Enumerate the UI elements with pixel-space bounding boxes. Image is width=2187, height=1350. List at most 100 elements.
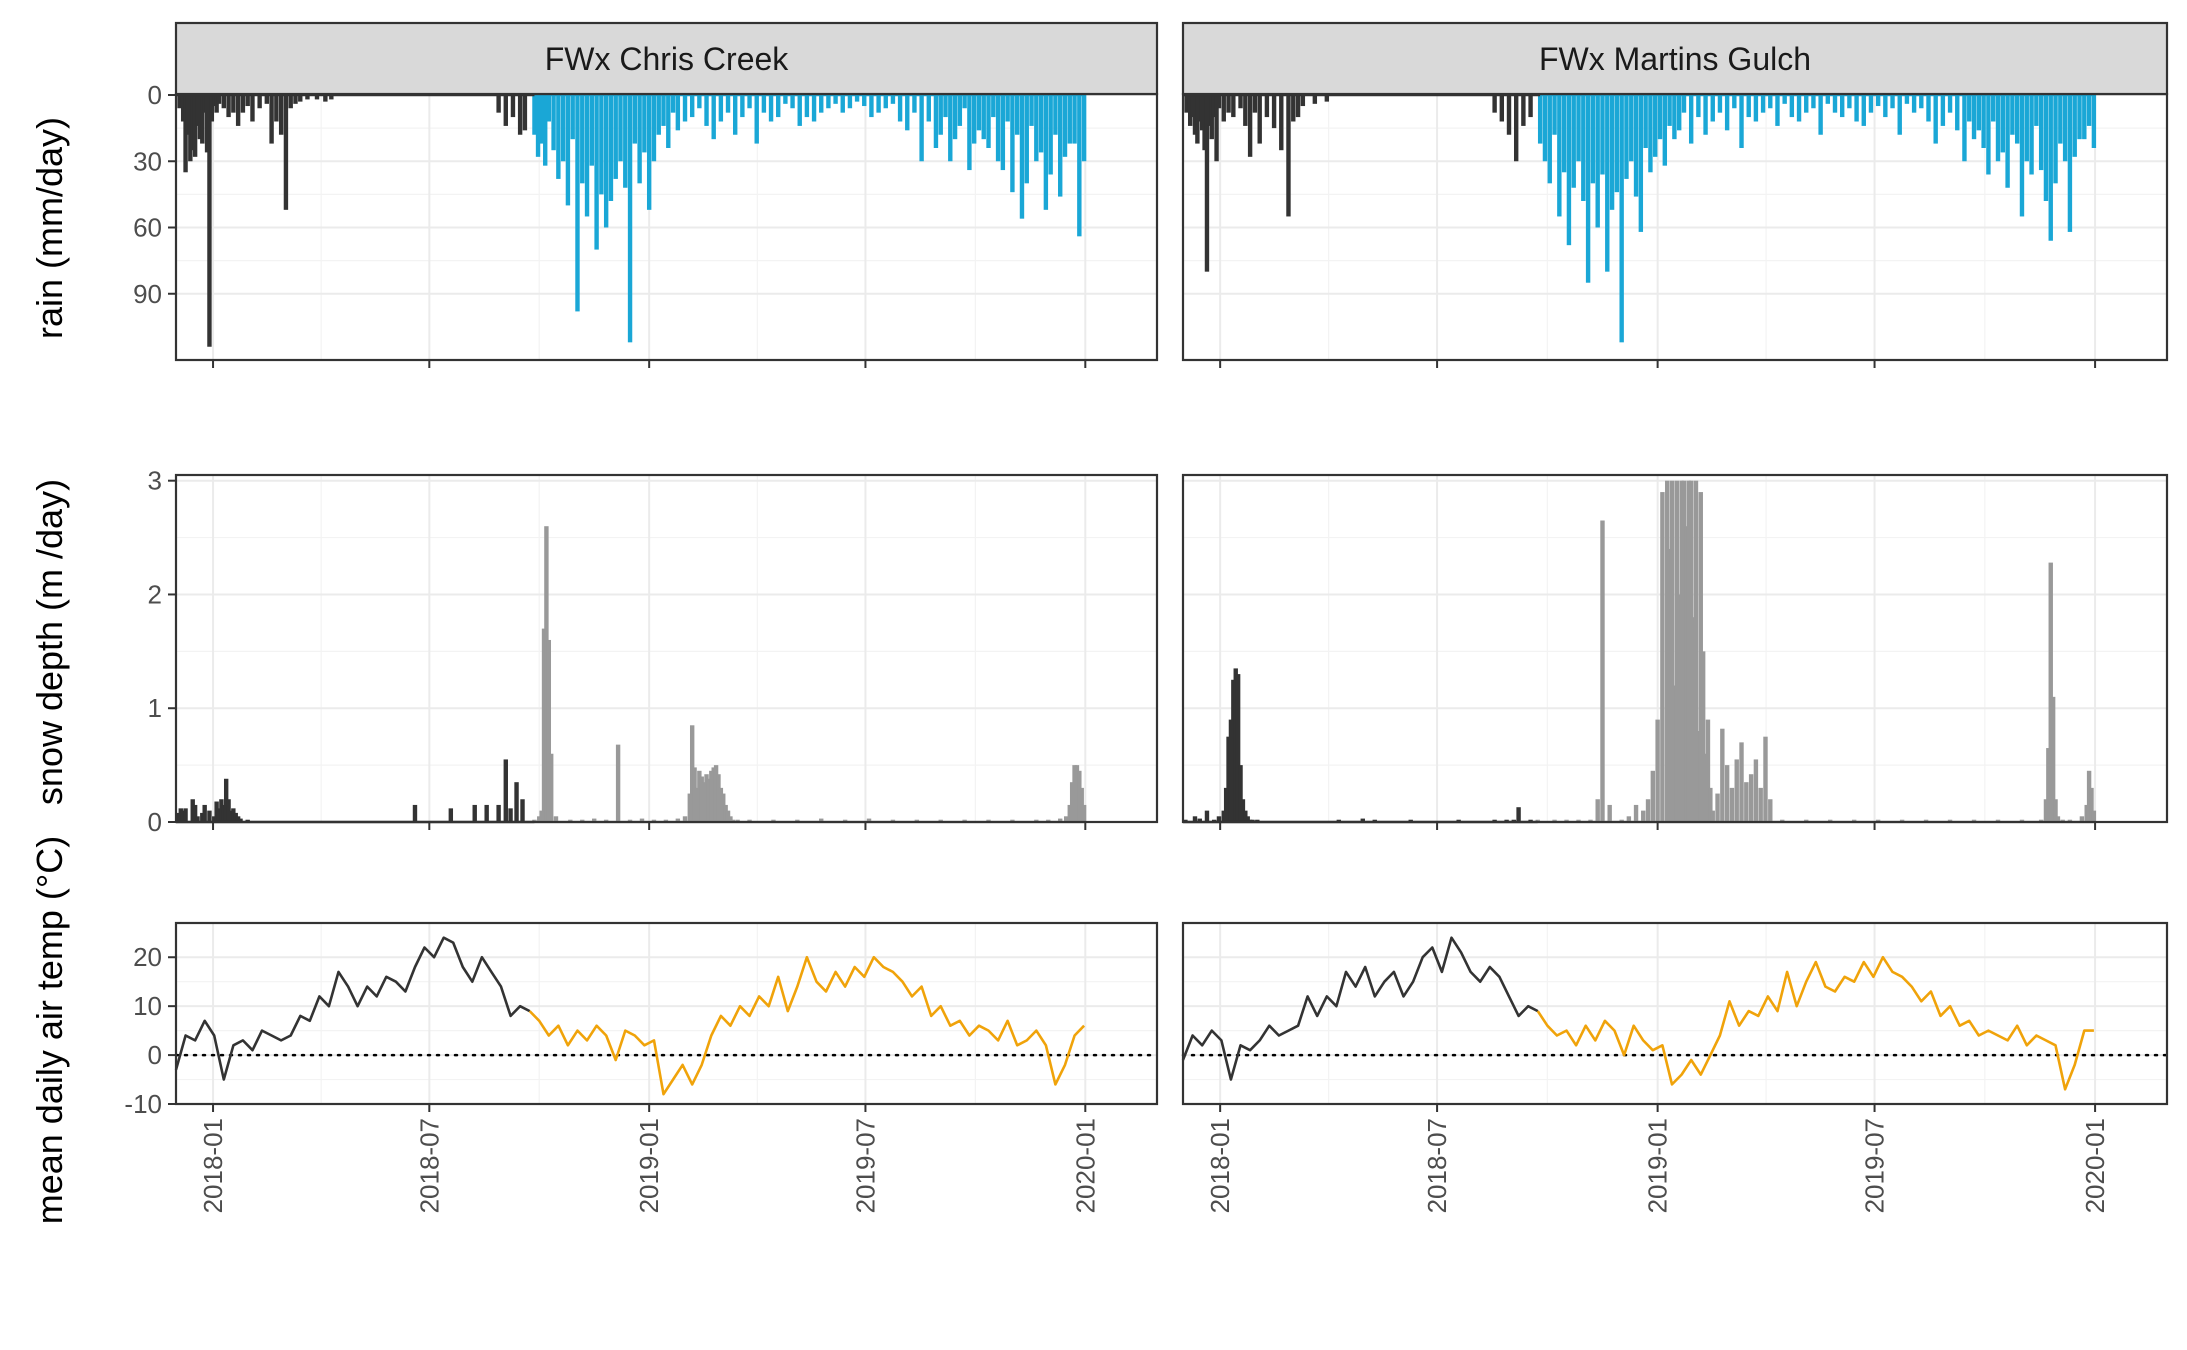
rain-chris-creek-observed-bar: [314, 95, 320, 100]
snow-chris-creek-modeled-bar: [639, 818, 645, 822]
snow-chris-creek-observed-bar: [207, 810, 212, 822]
snow-chris-creek-modeled-bar: [1081, 804, 1087, 822]
rain-martins-gulch-modeled-bar: [1986, 95, 1991, 175]
rain-chris-creek-modeled-bar: [689, 95, 695, 118]
rain-chris-creek-modeled-bar: [1019, 95, 1025, 219]
snow-martins-gulch-modeled-bar: [1669, 480, 1675, 822]
rain-chris-creek-observed-bar: [510, 95, 516, 118]
rain-martins-gulch-observed-bar: [1238, 95, 1243, 109]
snow-martins-gulch-observed-bar: [1238, 765, 1243, 822]
snow-martins-gulch-modeled-bar: [1645, 799, 1651, 822]
rain-chris-creek-modeled-bar: [711, 95, 716, 140]
rain-martins-gulch-modeled-bar: [1739, 95, 1744, 148]
rain-martins-gulch-observed-bar: [1286, 95, 1291, 217]
snow-y-tick-label: 1: [148, 693, 162, 723]
snow-chris-creek-modeled-bar: [1077, 770, 1082, 822]
snow-martins-gulch-modeled-bar: [1693, 480, 1699, 822]
snow-martins-gulch-modeled-bar: [1676, 594, 1682, 822]
rain-martins-gulch-modeled-bar: [2077, 95, 2082, 140]
snow-chris-creek-modeled-bar: [1072, 765, 1077, 822]
rain-chris-creek-modeled-bar: [560, 95, 566, 162]
snow-martins-gulch-modeled-bar: [1763, 736, 1768, 822]
snow-chris-creek-modeled-bar: [701, 782, 707, 822]
rain-martins-gulch-modeled-bar: [1861, 95, 1866, 126]
rain-chris-creek-modeled-bar: [613, 95, 618, 179]
rain-chris-creek-modeled-bar: [971, 95, 977, 144]
rain-chris-creek-modeled-bar: [535, 95, 541, 157]
snow-martins-gulch-modeled-bar: [1715, 793, 1720, 822]
rain-martins-gulch-modeled-bar: [1557, 95, 1562, 217]
snow-chris-creek-modeled-bar: [687, 793, 693, 822]
snow-martins-gulch-observed-bar: [1221, 810, 1226, 822]
snow-martins-gulch-modeled-bar: [1650, 770, 1656, 822]
rain-martins-gulch-modeled-bar: [1897, 95, 1902, 135]
rain-chris-creek-observed-bar: [207, 95, 212, 347]
rain-chris-creek-observed-bar: [221, 95, 226, 109]
rain-chris-creek-modeled-bar: [637, 95, 642, 184]
rain-chris-creek-modeled-bar: [776, 95, 781, 118]
rain-martins-gulch-modeled-bar: [1703, 95, 1708, 135]
snow-chris-creek-observed-bar: [200, 812, 205, 822]
snow-martins-gulch-modeled-bar: [1724, 765, 1730, 822]
rain-chris-creek-modeled-bar: [543, 95, 548, 166]
rain-chris-creek-modeled-bar: [847, 95, 853, 109]
snow-chris-creek-modeled-bar: [819, 818, 824, 822]
snow-martins-gulch-modeled-bar: [1691, 617, 1696, 822]
snow-y-tick-label: 2: [148, 579, 162, 609]
rain-martins-gulch-observed-bar: [1295, 95, 1301, 118]
rain-martins-gulch-observed-bar: [1221, 95, 1226, 122]
y-axis-title-temp: mean daily air temp (°C): [29, 836, 70, 1225]
rain-martins-gulch-observed-bar: [1291, 95, 1296, 122]
snow-martins-gulch-observed-bar: [1216, 816, 1222, 822]
snow-martins-gulch-modeled-bar: [1710, 810, 1715, 822]
rain-chris-creek-modeled-bar: [539, 95, 544, 144]
martins-gulch-x-tick-label: 2018-01: [1205, 1118, 1235, 1213]
snow-chris-creek-observed-bar: [214, 801, 219, 822]
rain-martins-gulch-modeled-bar: [1724, 95, 1730, 131]
rain-chris-creek-modeled-bar: [976, 95, 982, 131]
snow-martins-gulch-modeled-bar: [2048, 562, 2053, 822]
rain-martins-gulch-modeled-bar: [1890, 95, 1895, 109]
rain-chris-creek-observed-bar: [517, 95, 523, 135]
rain-chris-creek-modeled-bar: [733, 95, 738, 135]
snow-chris-creek-observed-bar: [484, 804, 489, 822]
rain-martins-gulch-observed-bar: [1513, 95, 1519, 162]
rain-chris-creek-modeled-bar: [957, 95, 963, 126]
snow-martins-gulch-observed-bar: [1226, 736, 1231, 822]
chris-creek-x-tick-label: 2018-07: [414, 1118, 444, 1213]
snow-chris-creek-observed-bar: [238, 818, 243, 822]
temp-chris-creek-observed-line: [174, 936, 531, 1081]
rain-chris-creek-observed-bar: [274, 95, 279, 122]
snow-martins-gulch-modeled-bar: [1665, 480, 1670, 822]
rain-chris-creek-modeled-bar: [833, 95, 838, 104]
rain-chris-creek-observed-bar: [496, 95, 501, 113]
snow-chris-creek-observed-bar: [514, 782, 519, 822]
rain-chris-creek-observed-bar: [283, 95, 289, 210]
rain-martins-gulch-modeled-bar: [1875, 95, 1881, 107]
snow-martins-gulch-modeled-bar: [1641, 810, 1646, 822]
rain-martins-gulch-modeled-bar: [1868, 95, 1874, 113]
rain-martins-gulch-modeled-bar: [1681, 95, 1687, 113]
snow-martins-gulch-modeled-bar: [1768, 799, 1773, 822]
snow-y-tick-label: 3: [148, 466, 162, 496]
snow-chris-creek-modeled-bar: [1058, 818, 1063, 822]
snow-chris-creek-modeled-bar: [866, 818, 872, 822]
rain-martins-gulch-modeled-bar: [1609, 95, 1615, 210]
rain-martins-gulch-modeled-bar: [1911, 95, 1917, 113]
rain-chris-creek-modeled-bar: [747, 95, 752, 109]
y-tick-labels: 0 30 60 90 0 1 2 3 20 10 0 -10: [124, 80, 162, 1119]
rain-martins-gulch-modeled-bar: [1940, 95, 1946, 126]
snow-chris-creek-modeled-bar: [721, 793, 726, 822]
rain-martins-gulch-modeled-bar: [1825, 95, 1831, 104]
rain-martins-gulch-modeled-bar: [2048, 95, 2053, 241]
rain-martins-gulch-modeled-bar: [1542, 95, 1548, 162]
rain-martins-gulch-modeled-bar: [1976, 95, 1982, 131]
rain-chris-creek-modeled-bar: [532, 95, 537, 135]
snow-martins-gulch-modeled-bar: [1698, 492, 1703, 822]
snow-chris-creek-modeled-bar: [537, 816, 542, 822]
rain-martins-gulch-modeled-bar: [1552, 95, 1557, 135]
snow-martins-gulch-modeled-bar: [1758, 787, 1763, 822]
rain-chris-creek-observed-bar: [202, 95, 207, 113]
chris-creek-x-tick-label: 2019-07: [850, 1118, 880, 1213]
snow-chris-creek-observed-bar: [180, 810, 186, 822]
